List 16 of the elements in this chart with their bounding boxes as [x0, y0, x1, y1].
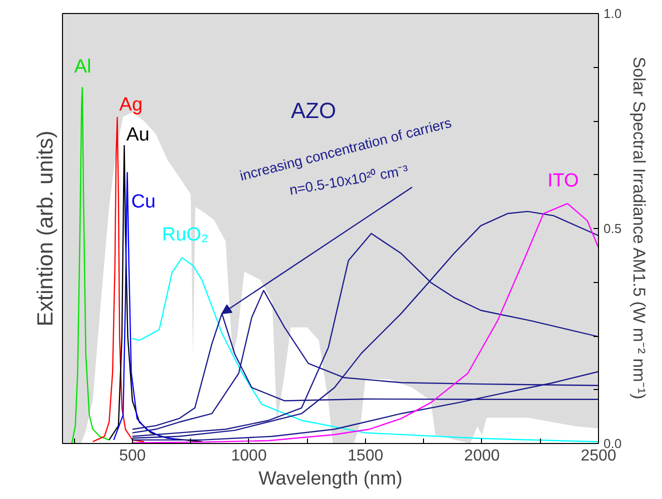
series-label: ITO — [548, 170, 579, 192]
series-label: Cu — [131, 192, 156, 213]
x-tick-label: 2000 — [464, 448, 500, 464]
y2-tick-label: 0.5 — [604, 221, 622, 236]
x-axis-title: Wavelength (nm) — [258, 468, 402, 490]
series-label: RuO₂ — [162, 224, 209, 246]
x-tick-label: 1000 — [231, 448, 267, 464]
series-label: Al — [74, 56, 92, 78]
x-tick-label: 1500 — [348, 448, 384, 464]
annotation: AZO — [290, 98, 336, 124]
y2-axis-title: Solar Spectral Irradiance AM1.5 (W m⁻² nm⁻¹) — [630, 56, 649, 400]
x-tick-label: 500 — [119, 448, 146, 464]
series-label: Au — [126, 124, 150, 146]
series-label: Ag — [119, 94, 143, 116]
y-axis-title: Extintion (arb. units) — [32, 130, 58, 326]
y2-tick-label: 1.0 — [604, 6, 622, 21]
